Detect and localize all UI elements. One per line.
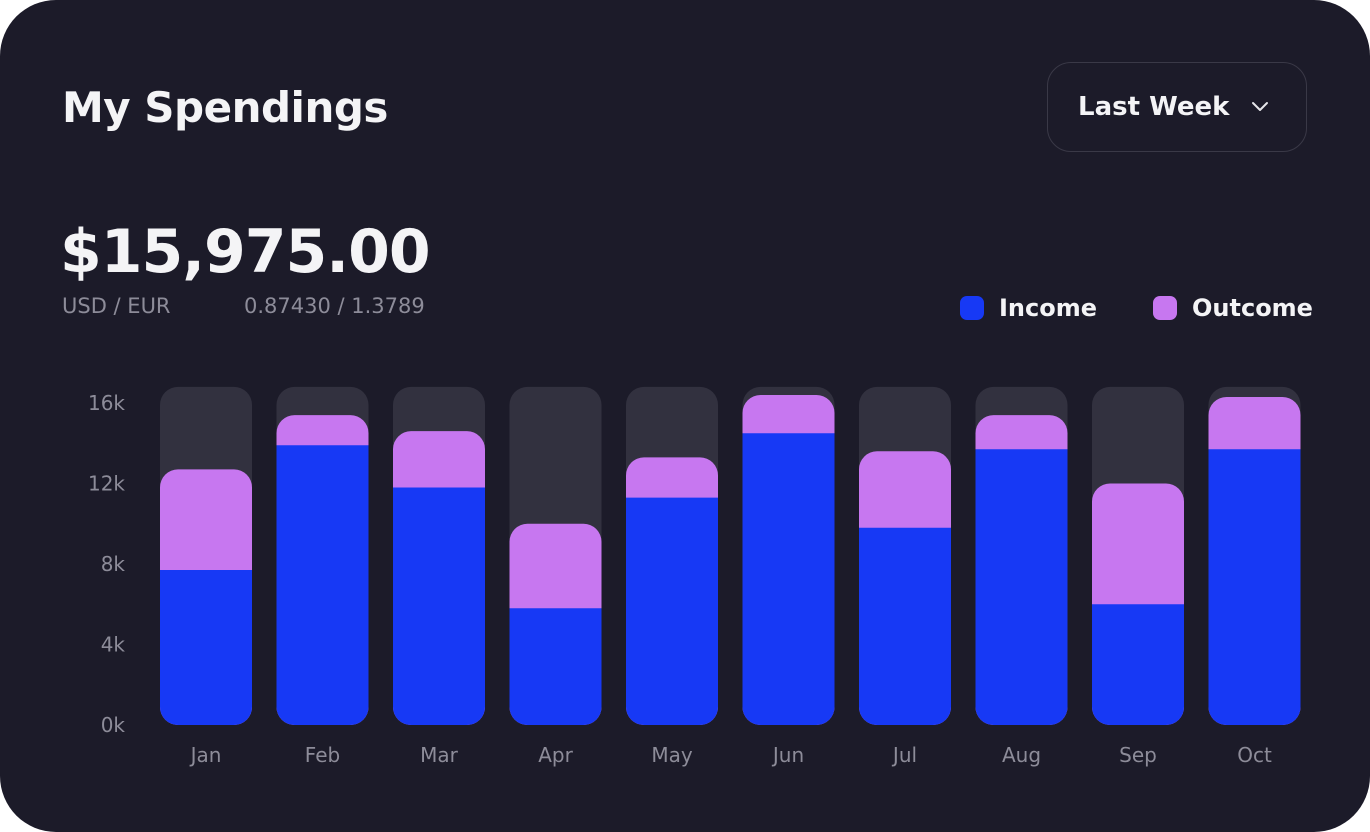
bar-income-mar (393, 487, 485, 725)
exchange-rate-value: 0.87430 / 1.3789 (244, 294, 425, 318)
page-title: My Spendings (62, 83, 388, 132)
x-tick-label: Feb (305, 743, 340, 767)
legend-outcome-label: Outcome (1192, 294, 1313, 322)
x-tick-label: Mar (420, 743, 459, 767)
bar-income-apr (509, 608, 602, 725)
y-tick-label: 16k (88, 391, 125, 415)
y-tick-label: 12k (88, 472, 125, 496)
x-tick-label: Jun (771, 743, 804, 767)
bar-income-jun (742, 433, 835, 725)
x-tick-label: May (651, 743, 693, 767)
legend-income: Income (960, 292, 1097, 324)
chevron-down-icon (1252, 102, 1268, 111)
period-dropdown[interactable]: Last Week (1047, 62, 1307, 152)
x-tick-label: Jan (189, 743, 222, 767)
bar-income-aug (975, 449, 1068, 725)
y-tick-label: 0k (101, 713, 126, 737)
x-tick-label: Apr (538, 743, 573, 767)
y-tick-label: 4k (101, 633, 126, 657)
total-amount: $15,975.00 (60, 217, 431, 287)
x-tick-label: Aug (1002, 743, 1041, 767)
legend-outcome-swatch (1153, 296, 1177, 320)
x-tick-label: Oct (1237, 743, 1272, 767)
bar-income-jan (160, 570, 252, 725)
bar-income-sep (1092, 604, 1184, 725)
legend-outcome: Outcome (1153, 292, 1313, 324)
y-tick-label: 8k (101, 552, 126, 576)
x-tick-label: Jul (891, 743, 917, 767)
legend-income-swatch (960, 296, 984, 320)
x-tick-label: Sep (1119, 743, 1157, 767)
bar-income-oct (1208, 449, 1301, 725)
bar-income-jul (859, 527, 951, 725)
exchange-rate-label: USD / EUR (62, 294, 171, 318)
bar-income-may (626, 497, 718, 725)
bar-income-feb (276, 445, 369, 725)
legend-income-label: Income (999, 294, 1098, 322)
period-dropdown-value: Last Week (1078, 92, 1230, 122)
